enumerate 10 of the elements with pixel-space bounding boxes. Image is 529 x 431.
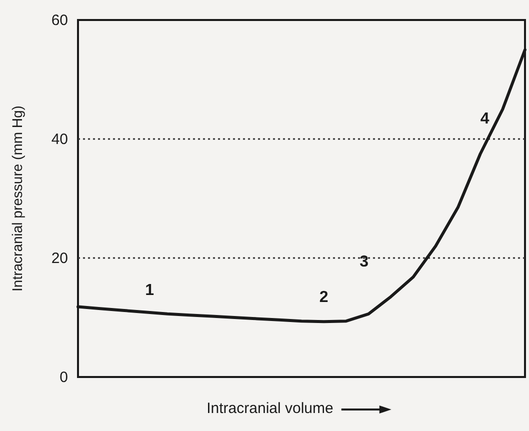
annotation: 3 <box>360 253 369 270</box>
annotation: 2 <box>319 289 328 306</box>
x-axis-title: Intracranial volume <box>206 400 334 417</box>
y-tick-label: 60 <box>51 12 68 29</box>
y-tick-label: 40 <box>51 130 68 148</box>
y-tick-label: 20 <box>51 250 68 267</box>
y-tick-label: 0 <box>60 368 68 386</box>
y-axis-title: Intracranial pressure (mm Hg) <box>9 106 25 292</box>
annotation: 1 <box>145 282 154 299</box>
annotation: 4 <box>480 110 490 128</box>
